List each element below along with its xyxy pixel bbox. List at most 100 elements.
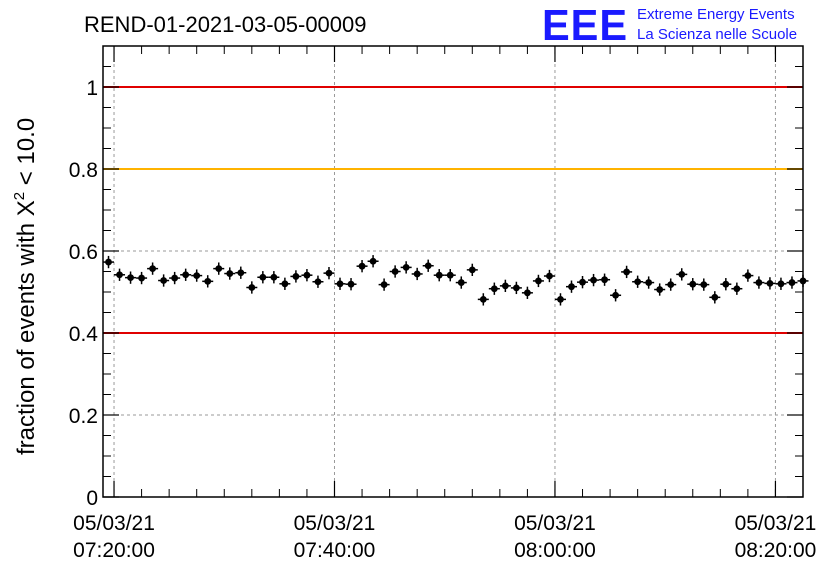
- marker: [160, 277, 168, 284]
- y-tick-label: 0.2: [69, 405, 98, 428]
- data-point: [466, 263, 478, 277]
- marker: [524, 289, 531, 297]
- marker: [314, 278, 322, 286]
- eee-logo: EEE Extreme Energy Events La Scienza nel…: [542, 1, 797, 50]
- data-point: [433, 269, 445, 282]
- data-point: [554, 293, 566, 306]
- data-point: [345, 278, 357, 291]
- data-point: [543, 269, 555, 283]
- marker: [281, 280, 289, 288]
- marker: [138, 274, 145, 282]
- data-point: [301, 269, 313, 282]
- data-point: [400, 261, 412, 274]
- marker: [270, 273, 278, 281]
- y-tick-label: 0.8: [69, 159, 98, 182]
- data-point: [103, 255, 115, 269]
- plot-frame: [102, 45, 804, 498]
- marker: [557, 295, 564, 303]
- data-point: [290, 270, 302, 283]
- data-point: [775, 277, 787, 290]
- data-point: [731, 282, 743, 295]
- data-point: [169, 271, 181, 285]
- data-point: [334, 277, 346, 290]
- marker: [733, 285, 741, 293]
- data-point: [643, 276, 655, 289]
- data-point: [621, 265, 633, 279]
- logo-line-1: Extreme Energy Events: [637, 6, 795, 23]
- data-point: [213, 262, 225, 275]
- x-tick-label-time: 08:00:00: [514, 539, 596, 562]
- marker: [116, 271, 123, 279]
- data-point: [389, 265, 401, 278]
- marker: [535, 277, 542, 285]
- data-point: [786, 276, 798, 289]
- data-point: [378, 278, 390, 291]
- x-tick-label-time: 07:20:00: [73, 539, 155, 562]
- data-point: [687, 278, 699, 291]
- marker: [127, 274, 134, 282]
- marker: [237, 269, 245, 277]
- marker: [479, 295, 487, 303]
- marker: [193, 272, 201, 279]
- marker: [546, 272, 553, 280]
- marker: [149, 265, 157, 273]
- marker: [645, 279, 653, 286]
- x-tick-label-date: 05/03/21: [294, 512, 376, 535]
- logo-line-2: La Scienza nelle Scuole: [637, 26, 797, 43]
- data-points: [103, 255, 809, 306]
- marker: [292, 273, 300, 280]
- marker: [325, 269, 333, 277]
- marker: [711, 293, 719, 301]
- y-axis-label-prefix: fraction of events with: [13, 216, 40, 455]
- marker: [700, 281, 708, 289]
- data-point: [367, 255, 379, 268]
- y-axis-label: fraction of events with X2 < 10.0: [11, 118, 40, 455]
- data-point: [125, 271, 137, 284]
- data-point: [665, 278, 677, 291]
- marker: [369, 257, 377, 265]
- marker: [788, 279, 796, 286]
- data-point: [599, 273, 611, 286]
- data-point: [764, 277, 776, 290]
- x-tick-label-date: 05/03/21: [73, 512, 155, 535]
- marker: [755, 279, 763, 286]
- data-point: [742, 269, 754, 282]
- marker: [777, 280, 785, 288]
- marker: [656, 286, 664, 293]
- reference-lines: [103, 86, 803, 334]
- marker: [402, 264, 410, 271]
- marker: [347, 280, 355, 288]
- marker: [601, 276, 608, 284]
- marker: [634, 278, 642, 286]
- marker: [457, 279, 465, 286]
- data-point: [455, 276, 467, 289]
- data-point: [411, 267, 423, 281]
- marker: [182, 271, 190, 279]
- data-point: [444, 269, 456, 282]
- marker: [667, 281, 675, 289]
- marker: [446, 271, 454, 279]
- data-point: [158, 274, 170, 287]
- x-tick-label-time: 07:40:00: [294, 539, 376, 562]
- y-tick-label: 0.4: [69, 323, 99, 346]
- marker: [303, 271, 311, 279]
- data-point: [588, 273, 600, 287]
- data-point: [698, 278, 710, 291]
- data-point: [257, 271, 269, 284]
- y-tick-label: 0.6: [69, 241, 98, 264]
- logo-mark: EEE: [542, 1, 628, 50]
- marker: [612, 291, 619, 299]
- data-point: [323, 266, 335, 280]
- marker: [678, 270, 686, 278]
- y-axis-label-superscript: 2: [11, 192, 28, 200]
- data-point: [356, 260, 368, 273]
- data-point: [709, 291, 721, 304]
- y-tick-label: 1: [86, 77, 98, 100]
- x-tick-label-date: 05/03/21: [735, 512, 817, 535]
- marker: [512, 284, 520, 292]
- marker: [424, 262, 432, 270]
- marker: [766, 279, 774, 287]
- marker: [623, 268, 631, 276]
- data-point: [532, 274, 544, 288]
